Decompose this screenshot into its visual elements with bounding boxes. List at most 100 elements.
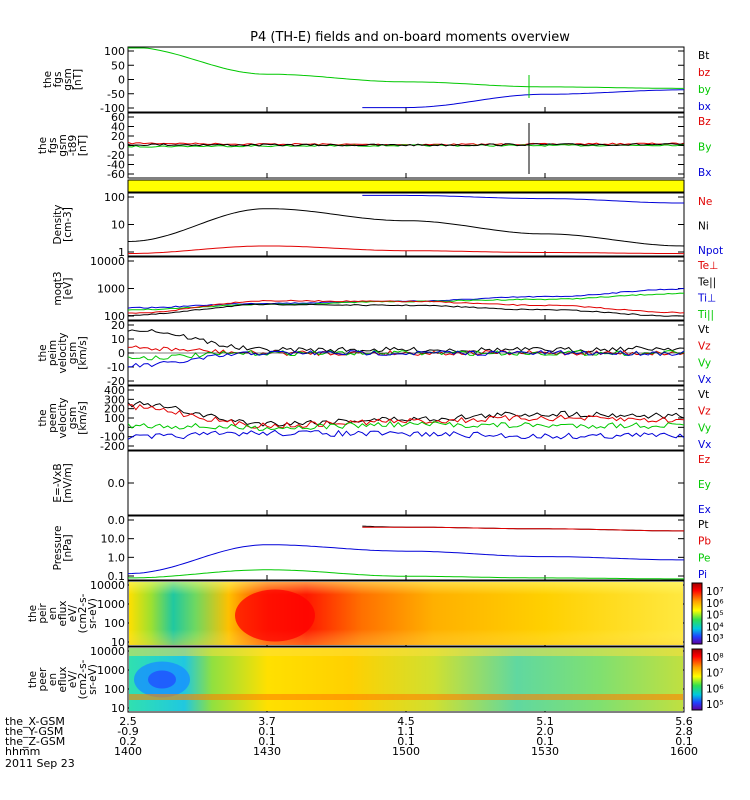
ylabel-line: [nT] [77,135,89,156]
series-Te-par [127,303,685,317]
ylabel-line: gsm [62,68,74,90]
xaxis-value: 2.5 [119,715,137,728]
xaxis-value: 1430 [253,745,281,758]
ylabel-line: peir [37,603,49,624]
ylabel-line: sr-eV) [87,598,99,629]
series-peem-Vz [127,403,685,429]
legend-Ez: Ez [698,454,711,466]
colorbar-label: 10⁸ [706,652,724,664]
xaxis-row-label: the_Y-GSM [5,725,63,738]
series-Bt-dsl [127,143,685,147]
legend-Ne: Ne [698,196,712,208]
ylabel-line: peim [47,340,59,366]
ylabel-line: eV/ [67,670,79,688]
ytick-label: 1000 [97,598,125,611]
legend-Vz: Vz [698,406,711,418]
legend-Bx: Bx [698,167,711,179]
ytick-label: 10000 [90,645,125,658]
legend-Ey: Ey [698,479,711,491]
ytick-label: 1000 [97,283,125,296]
colorbar-label: 10⁶ [706,598,724,610]
electron-spectrogram-fill [129,648,683,711]
legend-Vy: Vy [698,357,711,369]
ytick-label: 300 [104,393,125,406]
colorbar-label: 10⁵ [706,699,724,711]
xaxis-row-label: hhmm [5,745,40,758]
ytick-label: 100 [104,45,125,58]
ytick-label: -20 [107,149,125,162]
spectrogram-frame [127,646,685,713]
ytick-label: 20 [111,319,125,332]
ylabel-line: moqt3 [52,271,64,305]
ytick-label: -50 [107,88,125,101]
series-Ni [127,208,685,247]
xaxis-value: 2.0 [536,725,554,738]
ylabel-line: sr-eV) [87,664,99,695]
figure-title: P4 (TH-E) fields and on-board moments ov… [250,30,570,45]
ylabel-line: the [37,344,49,361]
legend-Te||: Te|| [697,276,716,288]
date-label: 2011 Sep 23 [5,757,75,770]
ytick-label: 0 [118,140,125,153]
ytick-label: 100 [104,412,125,425]
colorbar-label: 10⁵ [706,610,724,622]
colorbar-label: 10⁷ [706,586,724,598]
ytick-label: -100 [100,431,125,444]
series-Pb [362,526,684,532]
series-peim-Vx [128,349,685,368]
xaxis-value: 1530 [531,745,559,758]
ytick-label: 100 [104,683,125,696]
ylabel-line: fgs [47,138,59,154]
legend-Ti⊥: Ti⊥ [697,293,716,305]
legend-Vx: Vx [698,374,711,386]
ylabel-line: the [27,605,39,622]
ylabel-line: eflux [57,667,69,693]
ytick-label: 10 [111,636,125,649]
xaxis-value: 3.7 [258,715,276,728]
ytick-label: 100 [104,191,125,204]
ytick-label: 0 [118,347,125,360]
ytick-label: 0 [118,421,125,434]
xaxis-value: 0.2 [119,735,137,748]
colorbar-label: 10⁷ [706,668,724,680]
ylabel-line: E=-VxB [52,463,64,502]
legend-bx: bx [698,101,711,113]
ylabel-line: Density [52,205,64,245]
ytick-label: 0.1 [108,570,126,583]
ytick-label: 1.0 [108,551,126,564]
legend-Pe: Pe [698,552,710,564]
ytick-label: 100 [104,310,125,323]
ytick-label: 400 [104,384,125,397]
series-peem-Vx [127,429,685,440]
ylabel-line: the [37,409,49,426]
quality-flag-bar [127,179,685,193]
ytick-label: 1 [118,246,125,259]
xaxis-value: 1600 [670,745,698,758]
series-By [127,143,685,148]
ylabel-line: [nPa] [62,534,74,561]
ylabel-line: peem [47,403,59,433]
series-Ne [127,245,684,255]
xaxis-value: 1500 [392,745,420,758]
ylabel-line: the [42,71,54,88]
electron-lowband [129,694,683,700]
xaxis-value: 0.1 [536,735,554,748]
legend-Ex: Ex [698,504,711,516]
legend-by: by [698,84,711,96]
ylabel-line: velocity [57,397,69,438]
xaxis-value: 0.1 [258,735,276,748]
colorbar [691,582,703,645]
ytick-label: 50 [111,59,125,72]
series-by [128,47,684,89]
ytick-label: -20 [107,375,125,388]
ylabel-line: peer [37,667,49,692]
panel-frame-temperature [127,256,685,321]
xaxis-value: 1400 [114,745,142,758]
ytick-label: 10.0 [101,533,126,546]
ytick-label: 10 [111,219,125,232]
series-Te-perp [128,299,685,314]
series-Pi [127,544,684,575]
ylabel-line: [nT] [72,69,84,90]
electron-topband [129,648,683,656]
